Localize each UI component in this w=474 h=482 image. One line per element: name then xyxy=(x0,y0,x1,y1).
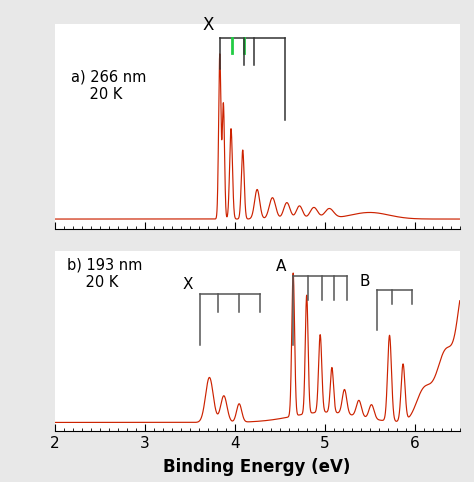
Text: b) 193 nm
    20 K: b) 193 nm 20 K xyxy=(67,258,142,290)
X-axis label: Binding Energy (eV): Binding Energy (eV) xyxy=(164,458,351,476)
Text: A: A xyxy=(275,259,286,274)
Text: X: X xyxy=(202,16,213,34)
Text: X: X xyxy=(182,277,193,292)
Text: B: B xyxy=(359,274,370,289)
Text: a) 266 nm
    20 K: a) 266 nm 20 K xyxy=(71,69,146,102)
